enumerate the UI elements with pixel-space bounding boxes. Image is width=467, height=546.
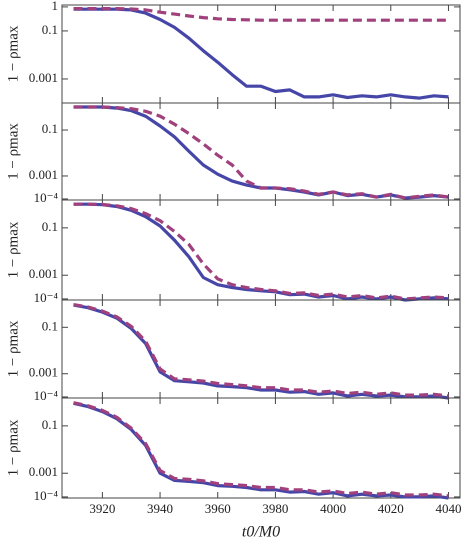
y-tick-label: 10⁻⁴ bbox=[34, 290, 59, 305]
series-line bbox=[73, 202, 449, 302]
y-axis-label: 1 − ρmax bbox=[5, 123, 21, 180]
x-tick-label: 3940 bbox=[147, 501, 173, 516]
y-axis-label: 1 − ρmax bbox=[5, 419, 21, 476]
y-axis-label: 1 − ρmax bbox=[5, 320, 21, 377]
y-tick-label: 0.001 bbox=[29, 365, 58, 380]
x-tick-label: 3980 bbox=[262, 501, 288, 516]
panel-frame bbox=[61, 299, 461, 399]
y-tick-label: 0.001 bbox=[29, 70, 58, 85]
series-line bbox=[73, 303, 449, 398]
y-tick-label: 10⁻⁴ bbox=[34, 388, 59, 403]
x-tick-label: 4040 bbox=[435, 501, 461, 516]
x-axis-label: t0/M0 bbox=[242, 524, 280, 541]
series-line bbox=[73, 202, 449, 301]
series-line bbox=[73, 303, 449, 400]
y-axis-label: 1 − ρmax bbox=[5, 221, 21, 278]
series-line bbox=[73, 7, 449, 22]
x-tick-label: 4020 bbox=[378, 501, 404, 516]
y-tick-label: 0.1 bbox=[42, 318, 58, 333]
x-tick-label: 3960 bbox=[205, 501, 231, 516]
series-line bbox=[73, 7, 449, 100]
y-tick-label: 0.001 bbox=[29, 266, 58, 281]
y-tick-label: 0.1 bbox=[42, 121, 58, 136]
panel-frame bbox=[61, 102, 461, 201]
panel-frame bbox=[61, 199, 461, 301]
y-tick-label: 0.1 bbox=[42, 417, 58, 432]
series-line bbox=[73, 105, 449, 200]
y-tick-label: 10⁻⁴ bbox=[34, 190, 59, 205]
series-line bbox=[73, 105, 449, 200]
x-tick-label: 4000 bbox=[320, 501, 346, 516]
y-tick-label: 0.001 bbox=[29, 167, 58, 182]
y-tick-label: 1 bbox=[52, 0, 59, 13]
x-tick-label: 3920 bbox=[89, 501, 115, 516]
y-tick-label: 0.1 bbox=[42, 22, 58, 37]
y-tick-label: 0.001 bbox=[29, 464, 58, 479]
series-line bbox=[73, 401, 449, 498]
y-tick-label: 10⁻⁴ bbox=[34, 488, 59, 503]
series-line bbox=[73, 401, 449, 500]
y-axis-label: 1 − ρmax bbox=[5, 25, 21, 82]
panel-frame bbox=[61, 397, 461, 499]
y-tick-label: 0.1 bbox=[42, 219, 58, 234]
